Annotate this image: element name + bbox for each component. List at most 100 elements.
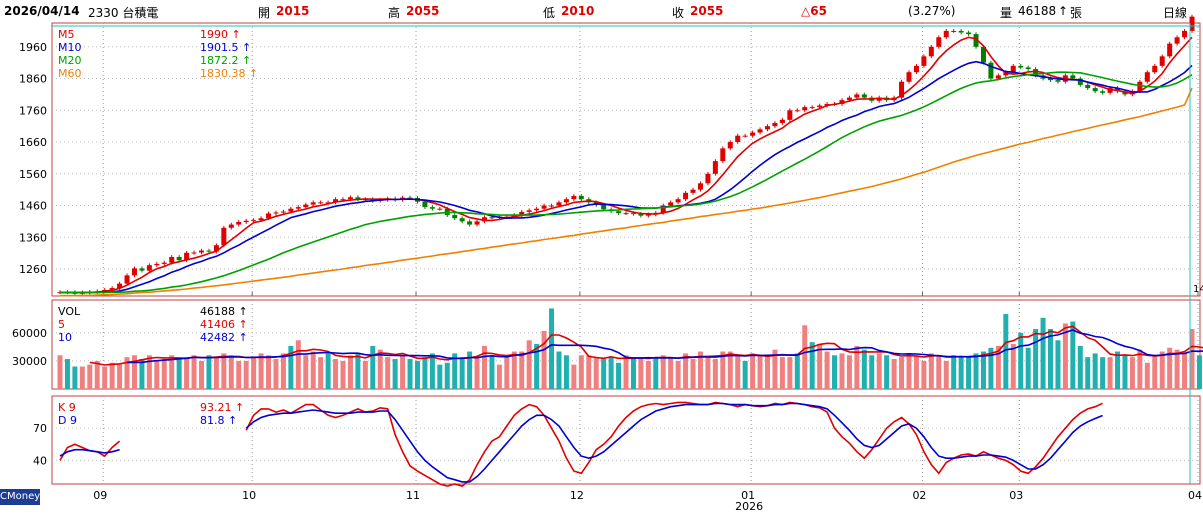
volume-bar [660, 355, 666, 389]
volume-bar [1189, 329, 1195, 389]
candle-body [258, 218, 264, 221]
candle-body [906, 72, 912, 82]
volume-bar [809, 342, 815, 389]
volume-bar [482, 345, 487, 389]
cmoney-logo: CMoney [0, 489, 40, 505]
x-tick-label: 11 [406, 489, 420, 502]
volume-bar [921, 360, 927, 389]
candle-body [482, 217, 487, 222]
open-label: 開 [258, 6, 271, 20]
x-tick-label: 10 [242, 489, 256, 502]
volume-bar [459, 357, 465, 389]
y-tick-label: 30000 [12, 355, 47, 368]
volume-bar [504, 355, 510, 389]
volume-bar [362, 360, 368, 389]
volume-bar [1010, 344, 1016, 389]
y-tick-label: 1960 [19, 41, 47, 54]
volume-bar [102, 366, 108, 389]
volume-bar [549, 308, 555, 389]
candle-body [124, 275, 130, 284]
candle-body [422, 201, 428, 208]
candle-body [995, 75, 1001, 79]
volume-bar [213, 357, 219, 389]
legend-name: 10 [58, 331, 72, 344]
volume-bar [1077, 345, 1083, 389]
volume-bar [1159, 351, 1165, 389]
candle-body [295, 207, 301, 209]
volume-bar [1092, 353, 1098, 389]
candle-body [340, 199, 346, 201]
legend-value: 93.21 ↑ [200, 401, 244, 414]
volume-bar [884, 355, 890, 389]
volume-unit: 張 [1070, 6, 1083, 20]
stock-name: 2330 台積電 [88, 6, 159, 20]
candle-body [616, 211, 622, 214]
legend-name: M60 [58, 67, 82, 80]
volume-bar [452, 353, 458, 389]
candle-body [1018, 65, 1024, 68]
candle-body [735, 135, 741, 143]
candle-body [541, 205, 547, 209]
volume-bar [958, 357, 964, 389]
candle-body [333, 199, 339, 203]
volume-bar [817, 344, 823, 389]
volume-bar [333, 359, 339, 389]
volume-bar [1062, 323, 1068, 389]
candle-body [936, 37, 942, 47]
candle-body [191, 252, 197, 254]
candle-body [720, 148, 726, 162]
volume-bar [616, 362, 622, 389]
volume-bar [1100, 357, 1106, 389]
volume-bar [936, 355, 942, 389]
close-value: 2055 [690, 4, 724, 18]
candle-body [1048, 78, 1053, 81]
volume-bar [683, 353, 689, 389]
volume-bar [407, 359, 413, 389]
volume-bar [444, 362, 450, 389]
volume-bar [586, 355, 592, 389]
candle-body [1025, 67, 1031, 70]
volume-bar [273, 359, 279, 389]
x-tick-label: 03 [1009, 489, 1023, 502]
candle-body [236, 222, 242, 225]
candle-body [429, 207, 435, 209]
candle-body [131, 268, 137, 276]
candle-body [228, 224, 234, 228]
volume-bar [727, 351, 733, 389]
volume-bar [653, 357, 659, 389]
volume-bar [146, 355, 152, 389]
volume-bar [824, 351, 830, 389]
candle-body [839, 100, 845, 104]
candle-body [988, 62, 994, 79]
legend-name: VOL [58, 305, 81, 318]
volume-bar [966, 357, 972, 389]
volume-bar [496, 364, 502, 389]
candle-body [1070, 75, 1076, 79]
candle-body [660, 205, 666, 213]
candle-body [772, 122, 778, 127]
volume-bar [429, 353, 435, 389]
x-tick-label: 02 [912, 489, 926, 502]
candle-body [355, 197, 361, 200]
candle-body [913, 65, 919, 73]
x-tick-label: 04 [1188, 489, 1202, 502]
candle-body [675, 199, 681, 203]
candle-body [206, 250, 212, 252]
volume-label: 量 [1000, 6, 1013, 20]
volume-bar [891, 359, 897, 389]
volume-bar [705, 357, 711, 389]
candle-body [154, 263, 160, 266]
candle-body [630, 213, 636, 215]
candle-body [861, 94, 867, 98]
candle-body [452, 215, 458, 219]
candle-body [184, 252, 190, 261]
volume-bar [236, 360, 242, 389]
volume-bar [467, 351, 473, 389]
candle-body [787, 110, 793, 120]
volume-bar [1144, 362, 1150, 389]
volume-bar [794, 353, 800, 389]
candle-body [645, 214, 651, 216]
volume-bar [199, 360, 204, 389]
candle-body [549, 205, 555, 207]
volume-bar [861, 349, 867, 389]
